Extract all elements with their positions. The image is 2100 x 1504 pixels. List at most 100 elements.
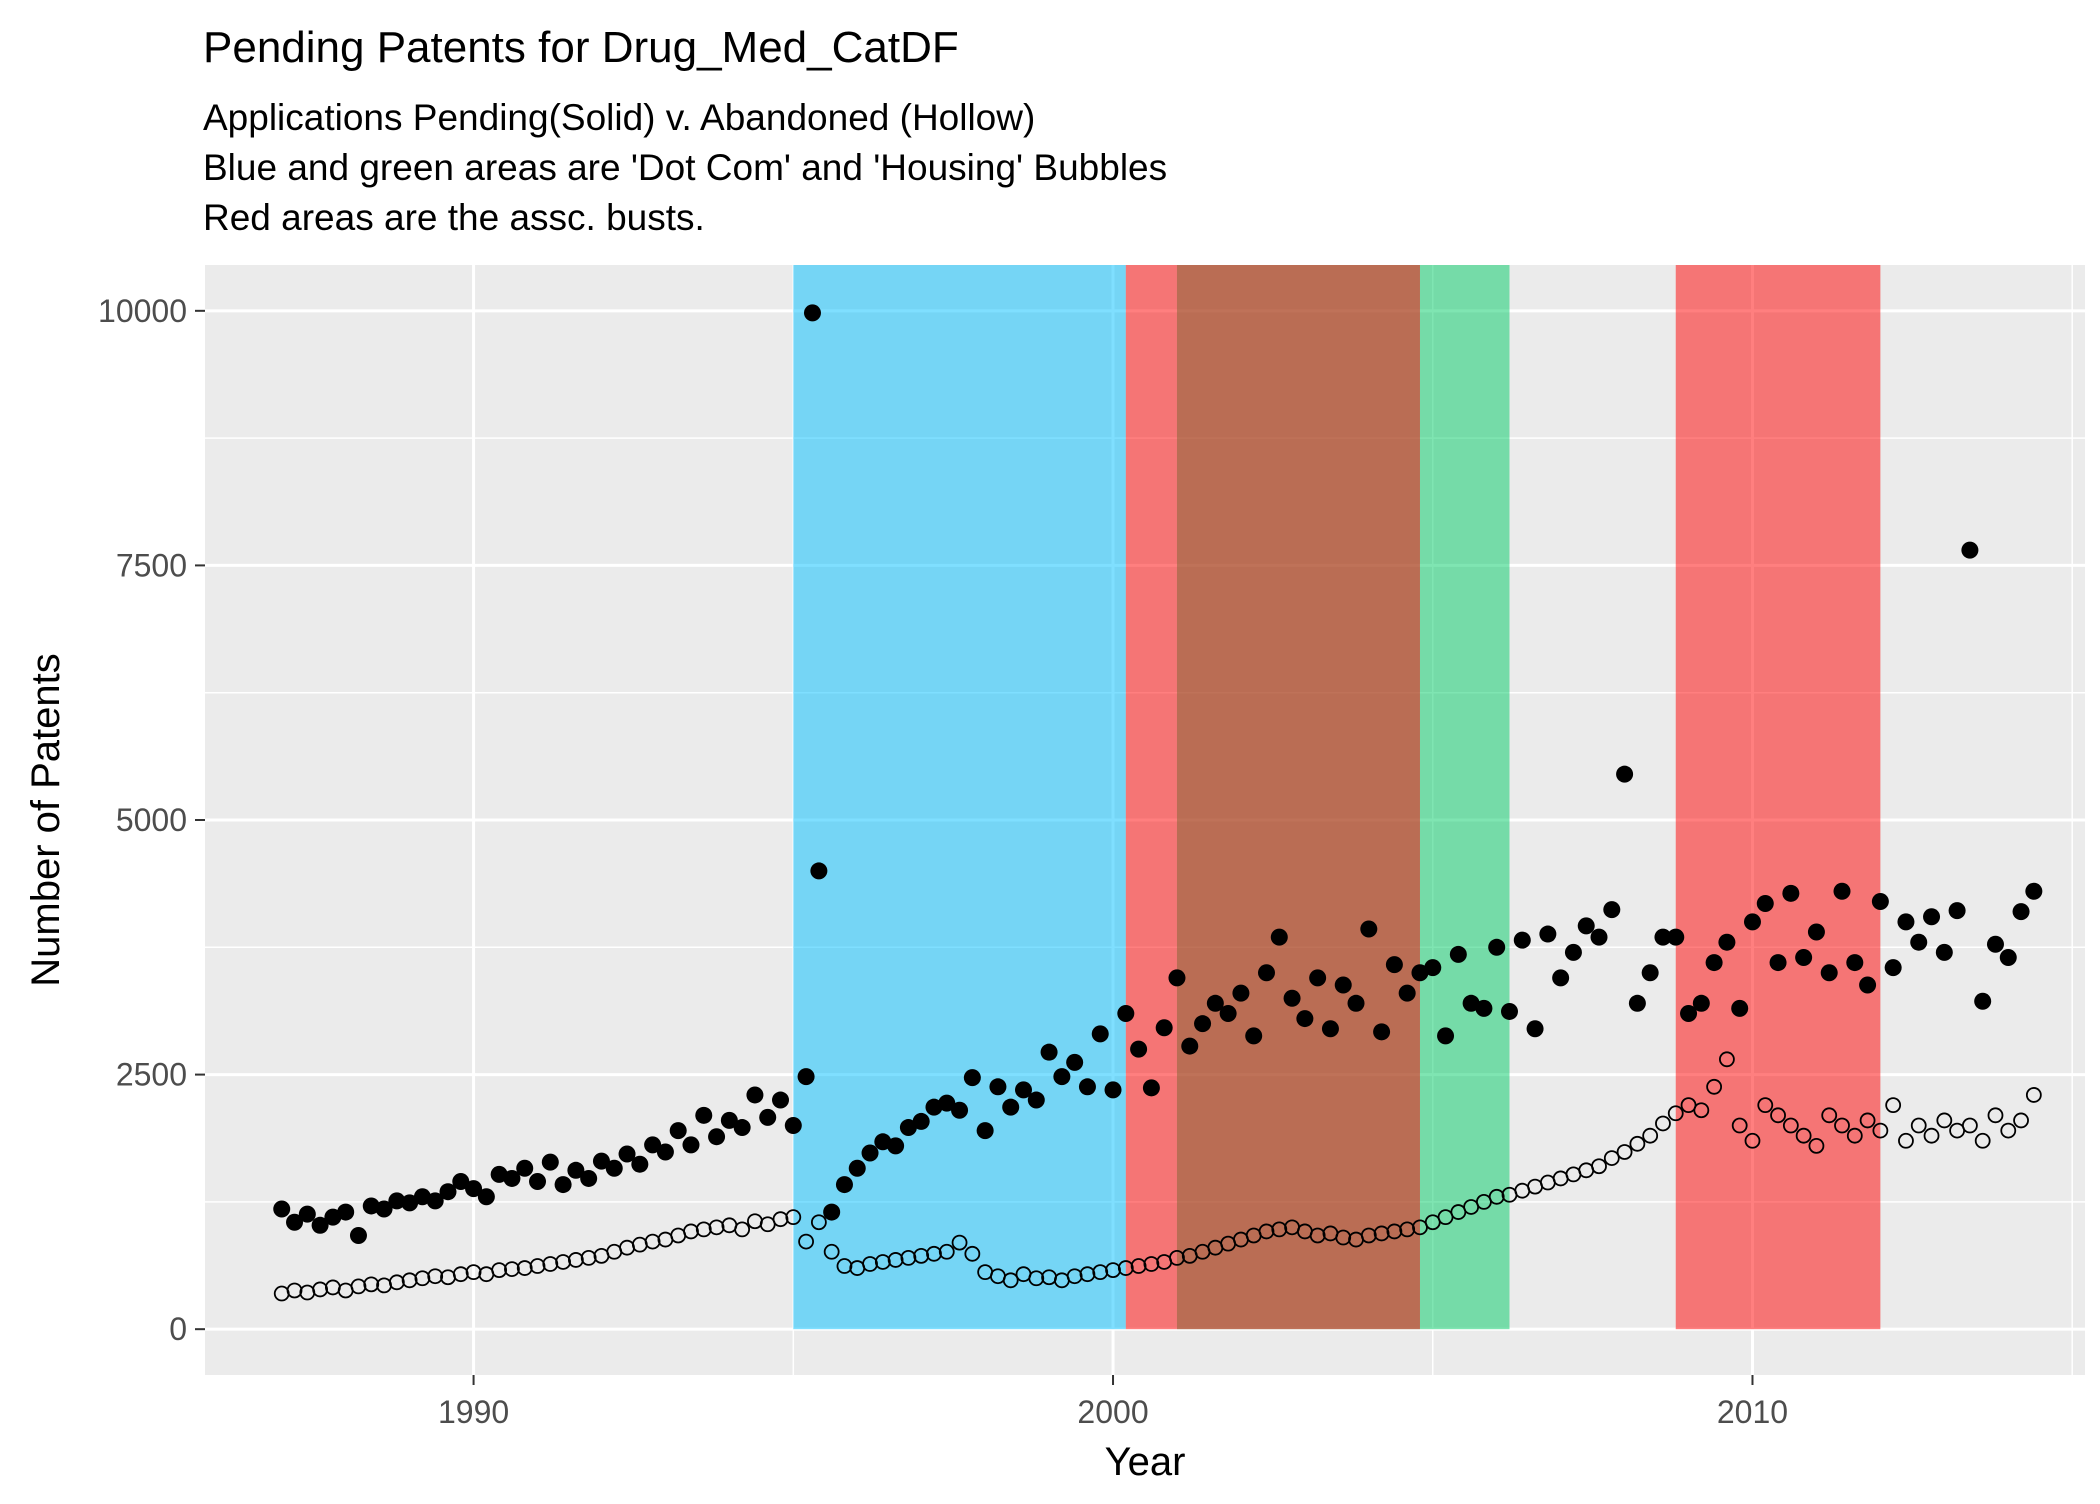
chart-subtitle-line-1: Applications Pending(Solid) v. Abandoned…: [203, 97, 1035, 138]
chart-subtitle-line-2: Blue and green areas are 'Dot Com' and '…: [203, 147, 1167, 188]
pending-point: [1399, 985, 1416, 1002]
pending-point: [529, 1173, 546, 1190]
pending-point: [1105, 1081, 1122, 1098]
pending-point: [1053, 1068, 1070, 1085]
pending-point: [657, 1143, 674, 1160]
pending-point: [1897, 913, 1914, 930]
pending-point: [772, 1092, 789, 1109]
pending-point: [1028, 1092, 1045, 1109]
pending-point: [1885, 959, 1902, 976]
pending-point: [798, 1068, 815, 1085]
pending-point: [1603, 901, 1620, 918]
pending-point: [631, 1156, 648, 1173]
pending-point: [2000, 949, 2017, 966]
pending-point: [1552, 969, 1569, 986]
pending-point: [1872, 893, 1889, 910]
pending-point: [1079, 1078, 1096, 1095]
pending-point: [1846, 954, 1863, 971]
pending-point: [1258, 964, 1275, 981]
pending-point: [951, 1102, 968, 1119]
pending-point: [1194, 1015, 1211, 1032]
pending-point: [746, 1086, 763, 1103]
shaded-region-5: [1676, 265, 1881, 1329]
pending-point: [337, 1204, 354, 1221]
pending-point: [1667, 929, 1684, 946]
pending-point: [516, 1160, 533, 1177]
pending-point: [1386, 956, 1403, 973]
pending-point: [785, 1117, 802, 1134]
pending-point: [606, 1160, 623, 1177]
y-tick-label: 0: [169, 1311, 187, 1347]
pending-point: [1117, 1005, 1134, 1022]
pending-point: [580, 1170, 597, 1187]
x-tick-label: 1990: [438, 1394, 509, 1430]
pending-point: [1488, 939, 1505, 956]
pending-point: [1731, 1000, 1748, 1017]
pending-point: [273, 1201, 290, 1218]
pending-point: [862, 1145, 879, 1162]
pending-point: [964, 1069, 981, 1086]
pending-point: [804, 304, 821, 321]
x-tick-label: 2010: [1717, 1394, 1788, 1430]
pending-point: [1718, 934, 1735, 951]
y-axis-title: Number of Patents: [24, 653, 68, 987]
pending-point: [1130, 1041, 1147, 1058]
pending-point: [1987, 936, 2004, 953]
pending-point: [823, 1204, 840, 1221]
shaded-region-1: [793, 265, 1126, 1329]
pending-point: [1220, 1005, 1237, 1022]
pending-point: [1424, 959, 1441, 976]
pending-point: [1168, 969, 1185, 986]
pending-point: [913, 1113, 930, 1130]
pending-point: [1795, 949, 1812, 966]
pending-point: [2013, 903, 2030, 920]
pending-point: [1271, 929, 1288, 946]
pending-point: [1974, 993, 1991, 1010]
pending-point: [1757, 895, 1774, 912]
pending-point: [1565, 944, 1582, 961]
pending-point: [1501, 1003, 1518, 1020]
pending-point: [1859, 976, 1876, 993]
pending-point: [1821, 964, 1838, 981]
pending-point: [1514, 932, 1531, 949]
shaded-region-2: [1126, 265, 1177, 1329]
pending-point: [1143, 1079, 1160, 1096]
pending-point: [1181, 1038, 1198, 1055]
y-axis: 025005000750010000: [98, 293, 205, 1347]
pending-point: [1949, 902, 1966, 919]
pending-point: [1923, 908, 1940, 925]
pending-point: [887, 1137, 904, 1154]
pending-point: [1706, 954, 1723, 971]
pending-point: [1360, 920, 1377, 937]
shaded-region-4: [1177, 265, 1420, 1329]
pending-point: [1642, 964, 1659, 981]
pending-point: [1322, 1020, 1339, 1037]
pending-point: [1539, 926, 1556, 943]
y-tick-label: 2500: [116, 1057, 187, 1093]
chart-subtitle-line-3: Red areas are the assc. busts.: [203, 197, 705, 238]
pending-point: [836, 1176, 853, 1193]
pending-point: [977, 1122, 994, 1139]
x-axis: 199020002010: [438, 1375, 1788, 1430]
shaded-regions: [793, 265, 1880, 1329]
pending-point: [1770, 954, 1787, 971]
y-tick-label: 5000: [116, 802, 187, 838]
pending-point: [1578, 917, 1595, 934]
y-tick-label: 10000: [98, 293, 187, 329]
pending-point: [1475, 1000, 1492, 1017]
pending-point: [1335, 976, 1352, 993]
pending-point: [1002, 1099, 1019, 1116]
pending-point: [734, 1119, 751, 1136]
pending-point: [1527, 1020, 1544, 1037]
pending-point: [810, 862, 827, 879]
pending-point: [1616, 766, 1633, 783]
pending-point: [299, 1206, 316, 1223]
pending-point: [1284, 990, 1301, 1007]
pending-point: [542, 1154, 559, 1171]
pending-point: [989, 1078, 1006, 1095]
pending-point: [1910, 934, 1927, 951]
pending-point: [2025, 883, 2042, 900]
pending-point: [759, 1109, 776, 1126]
